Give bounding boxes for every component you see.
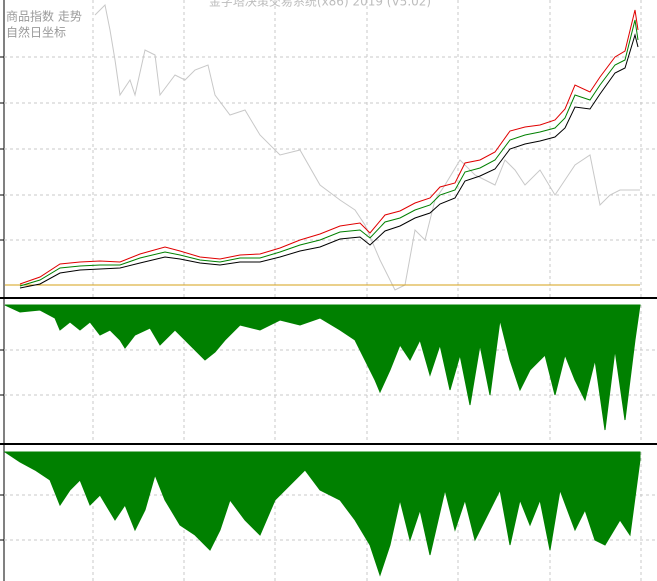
axis-mode-label: 自然日坐标	[6, 25, 66, 40]
series-line	[19, 19, 639, 287]
drawdown-area	[3, 451, 641, 577]
drawdown-area	[4, 304, 641, 431]
index-label: 商品指数 走势	[6, 9, 82, 24]
series-line	[19, 9, 639, 285]
window-title: 金字塔决策交易系统(x86) 2019 (V5.02)	[209, 0, 431, 9]
series-line	[94, 3, 640, 291]
series-line	[19, 33, 639, 289]
